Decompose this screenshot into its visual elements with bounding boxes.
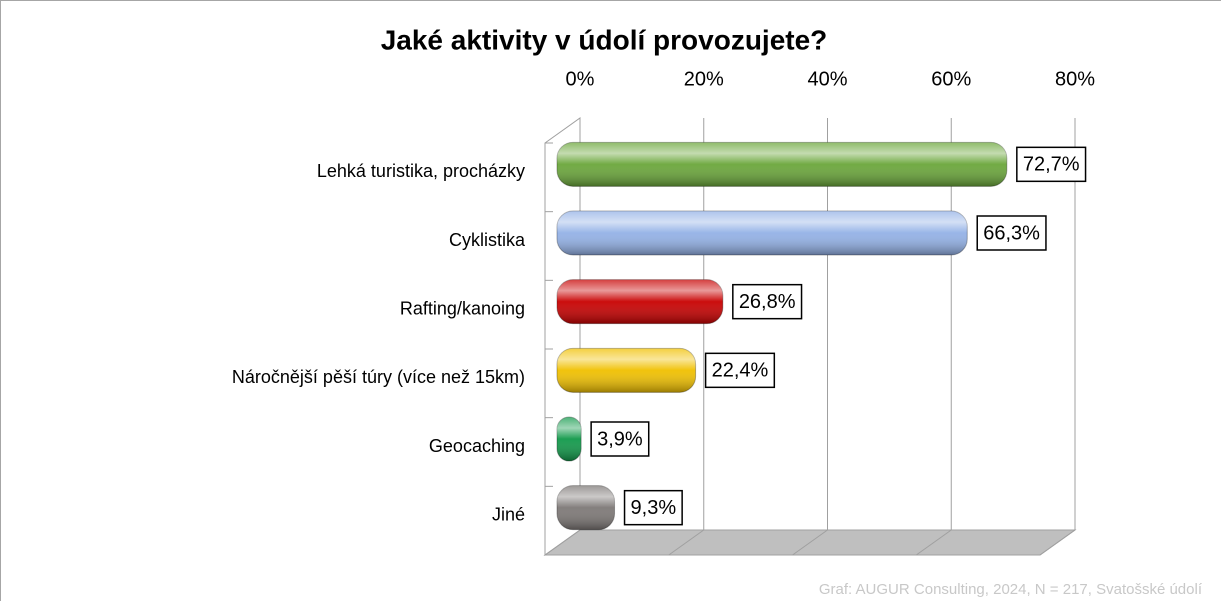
data-label-box [1016, 146, 1087, 183]
y-tick-label: Geocaching [429, 436, 525, 456]
y-tick-label: Jiné [492, 504, 525, 524]
data-label: 3,9% [597, 428, 643, 450]
data-label-box [976, 215, 1047, 251]
floor-grid-line [792, 529, 828, 556]
floor-grid-line [1039, 529, 1076, 556]
data-label-box [704, 352, 776, 389]
data-label-box [732, 283, 803, 320]
x-tick-label: 0% [566, 68, 595, 90]
data-label: 9,3% [631, 497, 677, 519]
bar-highlight [557, 279, 723, 324]
y-tick-label: Rafting/kanoing [400, 298, 525, 318]
chart-title: Jaké aktivity v údolí provozujete? [381, 24, 828, 55]
bar-highlight [557, 417, 582, 461]
floor-grid-line [544, 529, 581, 556]
chart-note: Graf: AUGUR Consulting, 2024, N = 217, S… [819, 581, 1203, 598]
x-tick-label: 60% [931, 68, 971, 90]
bar-highlight [557, 142, 1007, 187]
floor-grid-line [915, 529, 952, 556]
bar-highlight [557, 211, 968, 255]
x-tick-label: 20% [684, 68, 724, 90]
bar-highlight [557, 348, 696, 393]
y-tick-label: Cyklistika [449, 230, 526, 250]
floor-grid-line [668, 529, 705, 556]
data-label: 22,4% [712, 360, 769, 382]
data-label-box [623, 489, 683, 526]
data-label: 26,8% [739, 291, 796, 313]
data-label: 66,3% [983, 222, 1040, 244]
y-tick-label: Náročnější pěší túry (více než 15km) [232, 367, 525, 387]
bar-highlight [557, 485, 615, 530]
y-tick-label: Lehká turistika, procházky [317, 161, 525, 181]
x-tick-label: 40% [807, 68, 847, 90]
x-tick-label: 80% [1055, 68, 1095, 90]
data-label-box [590, 421, 650, 457]
data-label: 72,7% [1023, 154, 1080, 176]
